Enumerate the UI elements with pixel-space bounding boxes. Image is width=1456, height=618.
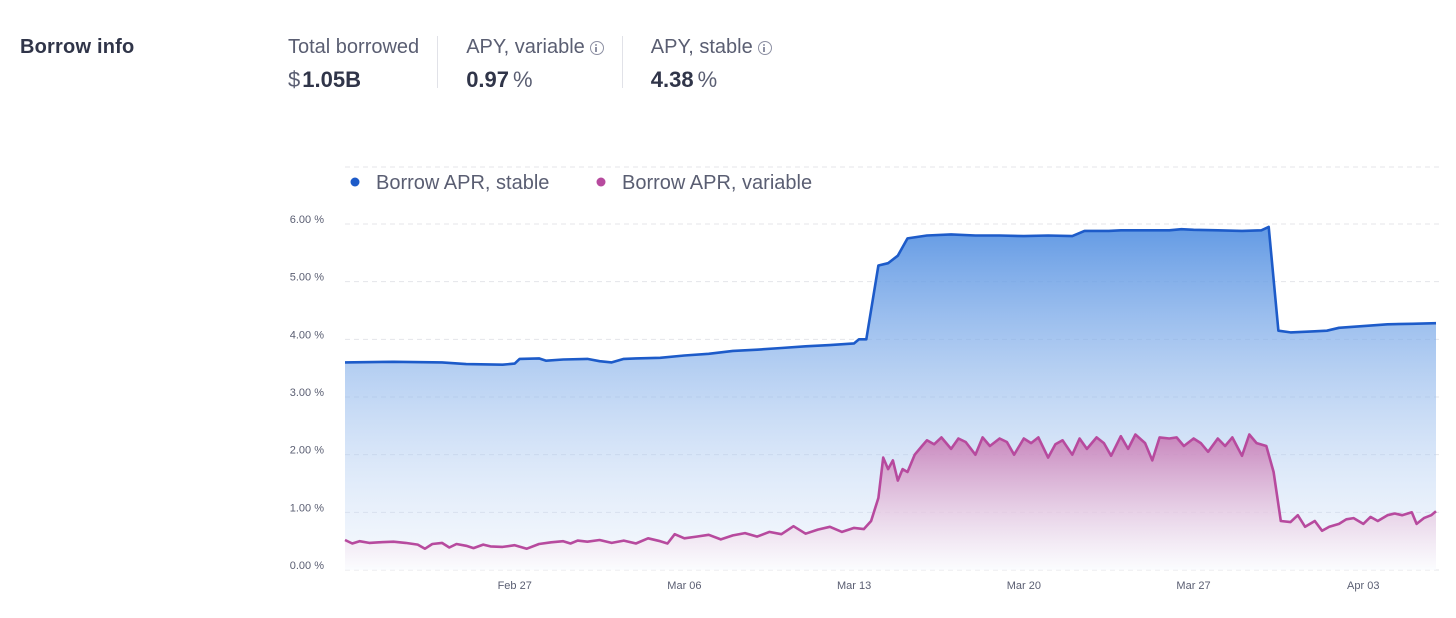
stat-value: $1.05B [288,67,361,92]
x-axis-ticks: Feb 27 Mar 06 Mar 13 Mar 20 Mar 27 Apr 03 [498,580,1380,592]
y-tick-label: 5.00 % [290,272,324,284]
y-tick-label: 0.00 % [290,560,324,572]
currency-symbol: $ [288,67,301,92]
legend-marker [350,177,360,187]
info-icon[interactable] [589,40,604,55]
legend-label: Borrow APR, variable [622,172,812,194]
x-tick-label: Feb 27 [498,580,532,592]
y-tick-label: 3.00 % [290,387,324,399]
y-axis-ticks: 0.00 % 1.00 % 2.00 % 3.00 % 4.00 % 5.00 % 6.00… [290,214,324,572]
section-title: Borrow info [20,36,135,58]
x-tick-label: Mar 06 [667,580,701,592]
legend: Borrow APR, stable Borrow APR, variable [350,172,812,194]
y-tick-label: 4.00 % [290,329,324,341]
stat-total-borrowed: Total borrowed $1.05B [288,36,439,92]
x-tick-label: Apr 03 [1347,580,1379,592]
y-tick-label: 1.00 % [290,502,324,514]
stat-apy-variable: APY, variable 0.97% [466,36,623,92]
legend-marker [596,177,606,187]
info-icon[interactable] [757,40,772,55]
legend-label: Borrow APR, stable [376,172,549,194]
stat-value: 0.97% [466,67,533,92]
x-tick-label: Mar 20 [1007,580,1041,592]
stat-label: Total borrowed [288,36,420,58]
series-line-stable [344,225,1437,366]
unit: % [513,67,533,92]
series-areas [345,226,1436,570]
y-tick-label: 2.00 % [290,445,324,457]
stats-row: Total borrowed $1.05B APY, variable 0.97… [288,36,818,92]
stat-label: APY, variable [466,36,604,59]
x-tick-label: Mar 27 [1176,580,1210,592]
series-area-variable [345,434,1436,570]
series-line-variable [344,433,1437,550]
stat-apy-stable: APY, stable 4.38% [651,36,790,92]
stat-label: APY, stable [651,36,772,59]
x-tick-label: Mar 13 [837,580,871,592]
series-lines [344,225,1437,550]
y-tick-label: 6.00 % [290,214,324,226]
stat-value: 4.38% [650,67,718,92]
unit: % [697,67,718,92]
